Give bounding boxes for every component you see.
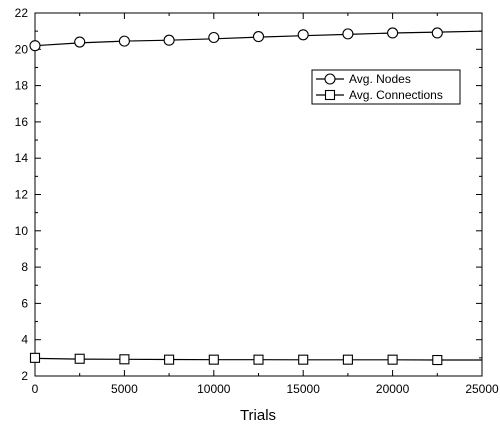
nodes-point [431, 27, 443, 39]
tick-labels: 0 5000 10000 15000 20000 25000 2 4 6 8 10 12 14 16 18 2… [15, 6, 499, 396]
legend: Avg. Nodes Avg. Connections [311, 69, 461, 105]
x-tick-label: 5000 [111, 382, 138, 396]
x-tick-label: 15000 [287, 382, 321, 396]
legend-box [311, 69, 461, 105]
y-tick-label: 12 [15, 188, 29, 202]
connections-point [342, 354, 353, 365]
nodes-point [29, 40, 41, 52]
nodes-point [163, 34, 175, 46]
connections-point [432, 354, 443, 366]
connections-point [29, 352, 41, 363]
connections-point [208, 354, 219, 365]
nodes-point [74, 36, 86, 48]
y-tick-label: 14 [15, 151, 29, 165]
x-tick-label: 20000 [376, 382, 410, 396]
y-tick-label: 22 [15, 6, 29, 20]
y-tick-label: 16 [15, 115, 29, 129]
legend-square-marker [324, 89, 336, 101]
legend-circle-marker [324, 73, 336, 85]
y-tick-label: 8 [21, 260, 28, 274]
connections-point [298, 354, 309, 365]
legend-label: Avg. Connections [349, 88, 443, 102]
x-tick-label: 0 [32, 382, 39, 396]
nodes-point [342, 28, 354, 40]
y-tick-label: 20 [15, 42, 29, 56]
y-tick-label: 18 [15, 79, 29, 93]
x-axis-title: Trials [240, 407, 276, 424]
nodes-point [297, 29, 309, 41]
nodes-point [208, 31, 220, 44]
connections-point [253, 354, 264, 365]
y-tick-label: 2 [21, 369, 28, 383]
x-tick-label: 10000 [197, 382, 231, 396]
legend-label: Avg. Nodes [349, 72, 411, 86]
nodes-point [252, 31, 265, 43]
plot-frame [34, 12, 483, 377]
connections-point [119, 354, 130, 365]
series-markers [29, 27, 443, 366]
connections-point [387, 354, 398, 365]
y-tick-label: 10 [15, 224, 29, 238]
nodes-point [387, 27, 399, 39]
nodes-point [118, 35, 130, 47]
connections-point [74, 353, 85, 364]
y-tick-label: 6 [21, 296, 28, 310]
y-tick-label: 4 [21, 333, 28, 347]
x-tick-label: 25000 [465, 382, 499, 396]
connections-point [164, 354, 175, 365]
axis-ticks [34, 12, 483, 377]
